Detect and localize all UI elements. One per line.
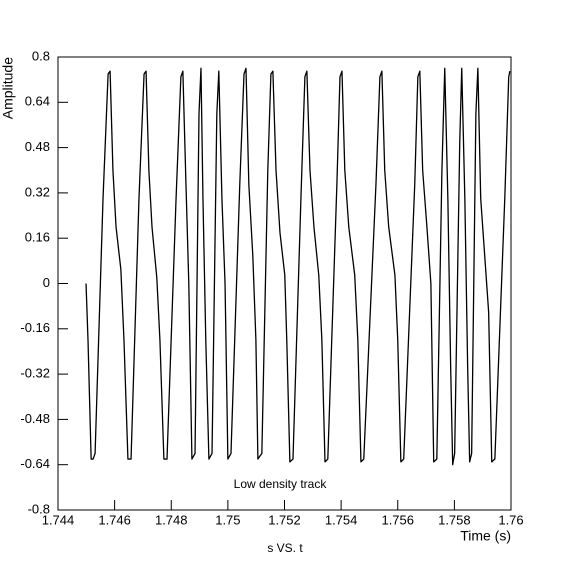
y-tick-label: 0.16 (25, 230, 50, 245)
x-tick-label: 1.748 (155, 512, 188, 527)
signal-line (85, 67, 511, 466)
y-tick-label: 0.64 (25, 94, 50, 109)
x-tick-label: 1.744 (42, 512, 75, 527)
y-tick-label: -0.64 (20, 456, 50, 471)
y-tick-label: -0.32 (20, 366, 50, 381)
y-tick-label: 0.8 (32, 48, 50, 63)
y-tick-label: -0.8 (28, 501, 50, 516)
y-tick-label: 0.32 (25, 184, 50, 199)
annotation: Low density track (234, 477, 328, 491)
x-tick-label: 1.752 (268, 512, 301, 527)
x-tick-label: 1.76 (498, 512, 523, 527)
x-tick-label: 1.756 (381, 512, 414, 527)
x-tick-label: 1.746 (98, 512, 131, 527)
y-tick-label: 0 (43, 275, 50, 290)
x-tick-label: 1.75 (215, 512, 240, 527)
x-tick-label: 1.758 (438, 512, 471, 527)
x-axis-label: Time (s) (460, 528, 511, 544)
y-tick-label: 0.48 (25, 139, 50, 154)
x-tick-label: 1.754 (325, 512, 358, 527)
y-axis-label: Amplitude (0, 57, 16, 119)
y-tick-label: -0.16 (20, 320, 50, 335)
y-tick-label: -0.48 (20, 411, 50, 426)
chart-title: s VS. t (267, 541, 303, 555)
